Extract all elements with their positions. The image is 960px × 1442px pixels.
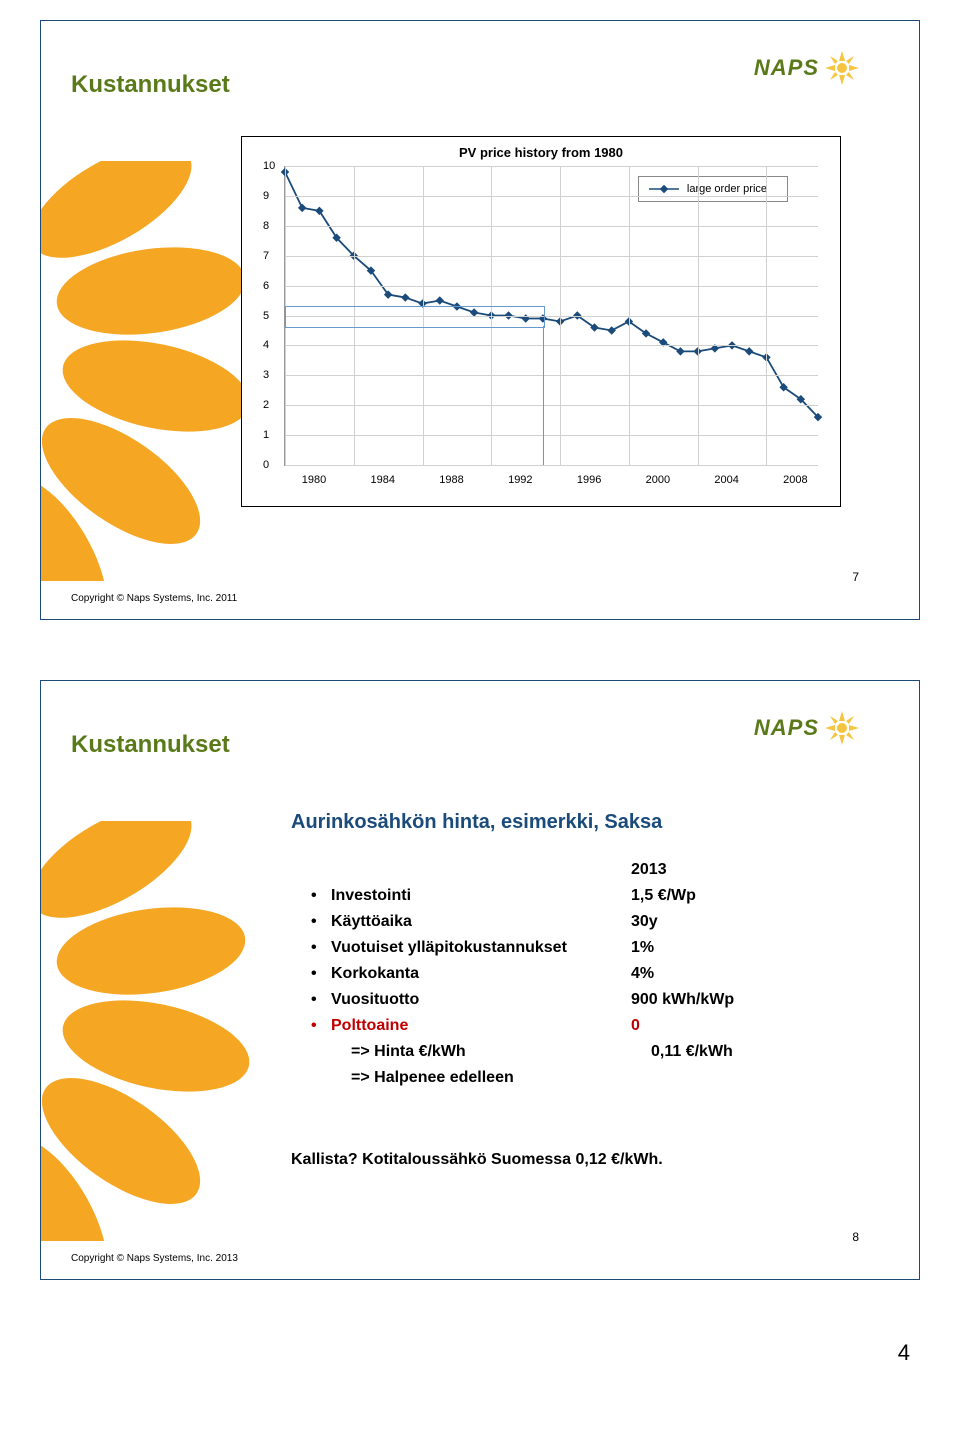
petal-decoration: [40, 821, 281, 1241]
sun-icon: [825, 711, 859, 745]
slide-2: Kustannukset NAPS: [40, 680, 920, 1280]
y-tick: 2: [263, 399, 269, 411]
y-tick: 0: [263, 459, 269, 471]
chart-container: PV price history from 1980 large order p…: [241, 136, 841, 507]
copyright-text: Copyright © Naps Systems, Inc. 2013: [71, 1253, 238, 1264]
slide-subtitle: Aurinkosähkön hinta, esimerkki, Saksa: [291, 811, 662, 834]
y-tick: 3: [263, 369, 269, 381]
logo: NAPS: [754, 51, 859, 85]
bullet-value: 0: [631, 1017, 831, 1035]
bullet-label: Vuotuiset ylläpitokustannukset: [331, 939, 631, 957]
chart-title: PV price history from 1980: [254, 145, 828, 160]
y-tick: 6: [263, 280, 269, 292]
slide-title: Kustannukset: [71, 731, 230, 759]
logo: NAPS: [754, 711, 859, 745]
x-tick: 2008: [783, 474, 807, 486]
bullet-value: 30y: [631, 913, 831, 931]
bullet-value: 4%: [631, 965, 831, 983]
bullet-row: •Polttoaine0: [311, 1017, 831, 1035]
bullet-label: Investointi: [331, 887, 631, 905]
result-label: => Halpenee edelleen: [351, 1069, 651, 1087]
y-tick: 10: [263, 160, 275, 172]
y-tick: 7: [263, 250, 269, 262]
footer-question: Kallista? Kotitaloussähkö Suomessa 0,12 …: [291, 1151, 663, 1169]
x-tick: 1992: [508, 474, 532, 486]
x-tick: 1984: [371, 474, 395, 486]
bullet-label: Käyttöaika: [331, 913, 631, 931]
x-tick: 1988: [439, 474, 463, 486]
x-tick: 1980: [302, 474, 326, 486]
bullet-row: •Vuosituotto900 kWh/kWp: [311, 991, 831, 1009]
slide-number: 8: [852, 1230, 859, 1244]
bullet-row: •Korkokanta4%: [311, 965, 831, 983]
callout-box: [285, 306, 545, 328]
result-value: 0,11 €/kWh: [651, 1043, 831, 1061]
legend-marker: [649, 184, 679, 194]
chart-plot: large order price 012345678910: [284, 166, 818, 466]
bullet-row: •Vuotuiset ylläpitokustannukset1%: [311, 939, 831, 957]
bullet-row: •Käyttöaika30y: [311, 913, 831, 931]
y-tick: 8: [263, 220, 269, 232]
y-tick: 5: [263, 310, 269, 322]
result-row: => Halpenee edelleen: [331, 1069, 831, 1087]
result-row: => Hinta €/kWh0,11 €/kWh: [331, 1043, 831, 1061]
page-number: 4: [40, 1340, 920, 1366]
bullet-list: 2013 •Investointi1,5 €/Wp •Käyttöaika30y •…: [311, 861, 831, 1095]
year-header: 2013: [631, 861, 831, 879]
x-tick: 2000: [646, 474, 670, 486]
x-tick: 1996: [577, 474, 601, 486]
logo-text: NAPS: [754, 55, 819, 81]
bullet-value: 1%: [631, 939, 831, 957]
y-tick: 4: [263, 339, 269, 351]
result-label: => Hinta €/kWh: [351, 1043, 651, 1061]
bullet-value: 900 kWh/kWp: [631, 991, 831, 1009]
legend-label: large order price: [687, 183, 767, 195]
bullet-value: 1,5 €/Wp: [631, 887, 831, 905]
bullet-label: Vuosituotto: [331, 991, 631, 1009]
x-tick: 2004: [714, 474, 738, 486]
y-tick: 1: [263, 429, 269, 441]
slide-title: Kustannukset: [71, 71, 230, 99]
copyright-text: Copyright © Naps Systems, Inc. 2011: [71, 593, 237, 604]
chart-body: large order price 012345678910 1980 1984 1…: [284, 166, 818, 486]
bullet-label: Korkokanta: [331, 965, 631, 983]
bullet-row: •Investointi1,5 €/Wp: [311, 887, 831, 905]
sun-icon: [825, 51, 859, 85]
y-tick: 9: [263, 190, 269, 202]
bullet-label: Polttoaine: [331, 1017, 631, 1035]
slide-number: 7: [852, 570, 859, 584]
logo-text: NAPS: [754, 715, 819, 741]
slide-1: Kustannukset NAPS: [40, 20, 920, 620]
